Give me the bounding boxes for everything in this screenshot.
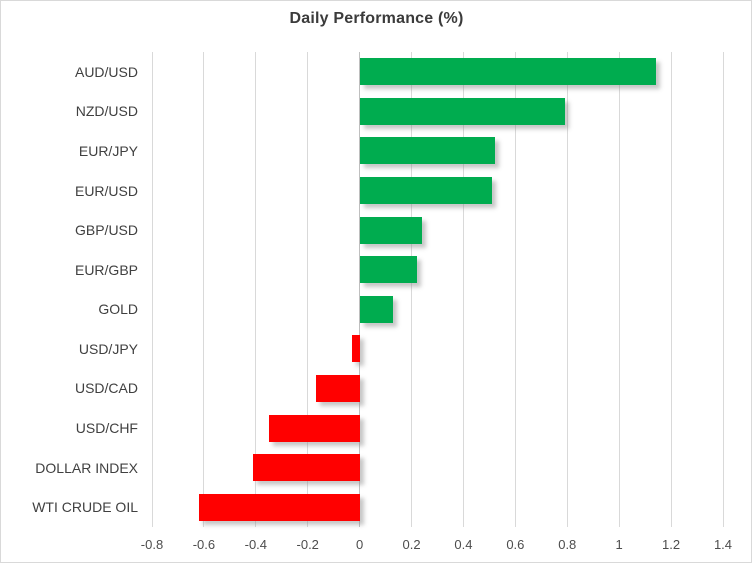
gridline bbox=[411, 52, 413, 527]
category-label: USD/CHF bbox=[75, 420, 138, 437]
gridline bbox=[203, 52, 205, 527]
category-label: AUD/USD bbox=[74, 63, 138, 80]
x-tick-label: -0.6 bbox=[192, 537, 216, 552]
x-tick-label: 0 bbox=[356, 537, 364, 552]
x-tick-label: -0.4 bbox=[244, 537, 268, 552]
bar-nzd-usd bbox=[359, 97, 565, 125]
category-label: EUR/JPY bbox=[78, 142, 138, 159]
x-tick-label: 1.4 bbox=[713, 537, 733, 552]
bar-aud-usd bbox=[359, 58, 656, 86]
x-tick-label: 0.2 bbox=[402, 537, 421, 552]
x-tick-label: -0.2 bbox=[296, 537, 319, 552]
gridline bbox=[722, 52, 724, 527]
gridline bbox=[255, 52, 257, 527]
bar-gold bbox=[359, 295, 394, 323]
category-label: GBP/USD bbox=[74, 222, 138, 239]
category-label: USD/CAD bbox=[74, 380, 138, 397]
gridline bbox=[307, 52, 309, 527]
x-tick-label: 0.4 bbox=[454, 537, 473, 552]
zero-axis-line bbox=[359, 52, 361, 527]
category-label: GOLD bbox=[98, 301, 138, 318]
bar-usd-chf bbox=[268, 414, 360, 442]
x-tick-label: 0.6 bbox=[506, 537, 525, 552]
chart-title: Daily Performance (%) bbox=[289, 10, 464, 27]
category-label: DOLLAR INDEX bbox=[35, 459, 138, 476]
x-tick-label: 0.8 bbox=[558, 537, 577, 552]
gridline bbox=[670, 52, 672, 527]
x-tick-label: 1.2 bbox=[662, 537, 681, 552]
category-label: WTI CRUDE OIL bbox=[32, 499, 138, 516]
bar-dollar-index bbox=[253, 454, 360, 482]
gridline bbox=[566, 52, 568, 527]
gridline bbox=[618, 52, 620, 527]
category-label: EUR/GBP bbox=[74, 261, 138, 278]
category-label: NZD/USD bbox=[75, 103, 138, 120]
bar-wti-crude-oil bbox=[198, 493, 360, 521]
gridline bbox=[514, 52, 516, 527]
x-tick-label: 1 bbox=[615, 537, 623, 552]
gridline bbox=[151, 52, 153, 527]
bar-eur-gbp bbox=[359, 256, 417, 284]
bar-usd-cad bbox=[315, 374, 360, 402]
bar-eur-usd bbox=[359, 177, 492, 205]
bar-eur-jpy bbox=[359, 137, 495, 165]
bar-usd-jpy bbox=[351, 335, 360, 363]
bar-gbp-usd bbox=[359, 216, 422, 244]
gridline bbox=[462, 52, 464, 527]
category-label: USD/JPY bbox=[78, 340, 138, 357]
category-label: EUR/USD bbox=[74, 182, 138, 199]
x-tick-label: -0.8 bbox=[140, 537, 164, 552]
